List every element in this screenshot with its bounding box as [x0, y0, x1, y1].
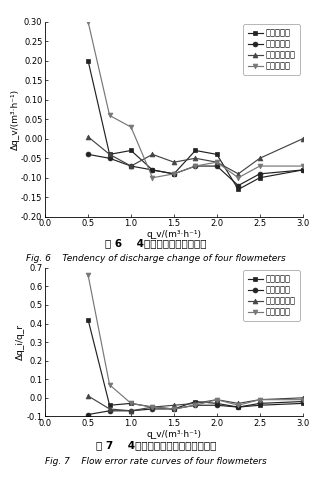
孔板流量计	[172, 406, 176, 412]
涡轮流量计	[193, 402, 197, 408]
Legend: 电磁流量计, 涡轮流量计, 文丘里流量计, 孔板流量计: 电磁流量计, 涡轮流量计, 文丘里流量计, 孔板流量计	[243, 24, 300, 75]
电磁流量计	[301, 167, 305, 173]
Line: 电磁流量计: 电磁流量计	[86, 58, 305, 192]
电磁流量计	[236, 404, 240, 410]
文丘里流量计	[236, 400, 240, 406]
涡轮流量计	[258, 171, 261, 177]
文丘里流量计	[236, 171, 240, 177]
孔板流量计	[86, 272, 90, 278]
涡轮流量计	[86, 412, 90, 417]
电磁流量计	[151, 404, 154, 410]
涡轮流量计	[108, 408, 111, 414]
Y-axis label: Δq_v/(m³·h⁻¹): Δq_v/(m³·h⁻¹)	[11, 89, 20, 150]
涡轮流量计	[215, 163, 219, 169]
孔板流量计	[193, 163, 197, 169]
文丘里流量计	[86, 393, 90, 399]
文丘里流量计	[215, 397, 219, 403]
文丘里流量计	[215, 159, 219, 165]
文丘里流量计	[129, 408, 133, 414]
电磁流量计	[301, 400, 305, 406]
电磁流量计	[129, 400, 133, 406]
Line: 孔板流量计: 孔板流量计	[86, 19, 305, 180]
文丘里流量计	[151, 151, 154, 157]
Text: Fig. 6    Tendency of discharge change of four flowmeters: Fig. 6 Tendency of discharge change of f…	[26, 254, 286, 263]
孔板流量计	[151, 175, 154, 181]
Line: 涡轮流量计: 涡轮流量计	[86, 152, 305, 188]
电磁流量计	[86, 317, 90, 323]
Line: 电磁流量计: 电磁流量计	[86, 318, 305, 412]
孔板流量计	[129, 124, 133, 130]
孔板流量计	[108, 382, 111, 388]
孔板流量计	[215, 159, 219, 165]
涡轮流量计	[301, 167, 305, 173]
Text: Fig. 7    Flow error rate curves of four flowmeters: Fig. 7 Flow error rate curves of four fl…	[45, 457, 267, 466]
Text: 图 6    4种流量计流量变化趋势: 图 6 4种流量计流量变化趋势	[105, 239, 207, 249]
Y-axis label: Δq_i/q_r: Δq_i/q_r	[16, 324, 25, 360]
涡轮流量计	[215, 402, 219, 408]
孔板流量计	[301, 163, 305, 169]
涡轮流量计	[108, 155, 111, 161]
孔板流量计	[215, 397, 219, 403]
涡轮流量计	[236, 183, 240, 188]
孔板流量计	[129, 400, 133, 406]
电磁流量计	[86, 58, 90, 64]
电磁流量计	[258, 175, 261, 181]
电磁流量计	[215, 151, 219, 157]
孔板流量计	[86, 19, 90, 25]
电磁流量计	[129, 148, 133, 153]
孔板流量计	[301, 397, 305, 403]
涡轮流量计	[258, 400, 261, 406]
文丘里流量计	[129, 163, 133, 169]
孔板流量计	[151, 404, 154, 410]
文丘里流量计	[108, 151, 111, 157]
涡轮流量计	[172, 406, 176, 412]
文丘里流量计	[172, 402, 176, 408]
孔板流量计	[108, 112, 111, 118]
文丘里流量计	[258, 397, 261, 403]
孔板流量计	[258, 163, 261, 169]
Text: 图 7    4种流量计流量误差百分率曲线: 图 7 4种流量计流量误差百分率曲线	[96, 440, 216, 450]
涡轮流量计	[172, 171, 176, 177]
文丘里流量计	[108, 406, 111, 412]
X-axis label: q_v/(m³·h⁻¹): q_v/(m³·h⁻¹)	[146, 230, 202, 239]
孔板流量计	[236, 402, 240, 408]
Line: 涡轮流量计: 涡轮流量计	[86, 399, 305, 417]
孔板流量计	[236, 175, 240, 181]
电磁流量计	[172, 171, 176, 177]
电磁流量计	[151, 167, 154, 173]
X-axis label: q_v/(m³·h⁻¹): q_v/(m³·h⁻¹)	[146, 430, 202, 439]
电磁流量计	[108, 151, 111, 157]
文丘里流量计	[193, 400, 197, 406]
电磁流量计	[258, 402, 261, 408]
电磁流量计	[193, 148, 197, 153]
Legend: 电磁流量计, 涡轮流量计, 文丘里流量计, 孔板流量计: 电磁流量计, 涡轮流量计, 文丘里流量计, 孔板流量计	[243, 270, 300, 321]
涡轮流量计	[86, 151, 90, 157]
文丘里流量计	[193, 155, 197, 161]
涡轮流量计	[129, 408, 133, 414]
电磁流量计	[108, 402, 111, 408]
文丘里流量计	[86, 134, 90, 140]
涡轮流量计	[151, 167, 154, 173]
文丘里流量计	[301, 395, 305, 401]
孔板流量计	[172, 171, 176, 177]
电磁流量计	[193, 398, 197, 404]
文丘里流量计	[258, 155, 261, 161]
涡轮流量计	[236, 404, 240, 410]
涡轮流量计	[193, 163, 197, 169]
涡轮流量计	[151, 406, 154, 412]
电磁流量计	[172, 406, 176, 412]
涡轮流量计	[301, 398, 305, 404]
电磁流量计	[215, 400, 219, 406]
孔板流量计	[258, 397, 261, 403]
Line: 文丘里流量计: 文丘里流量计	[86, 393, 305, 413]
Line: 文丘里流量计: 文丘里流量计	[86, 134, 305, 176]
文丘里流量计	[172, 159, 176, 165]
涡轮流量计	[129, 163, 133, 169]
孔板流量计	[193, 402, 197, 408]
文丘里流量计	[151, 404, 154, 410]
文丘里流量计	[301, 136, 305, 142]
电磁流量计	[236, 187, 240, 192]
Line: 孔板流量计: 孔板流量计	[86, 273, 305, 412]
